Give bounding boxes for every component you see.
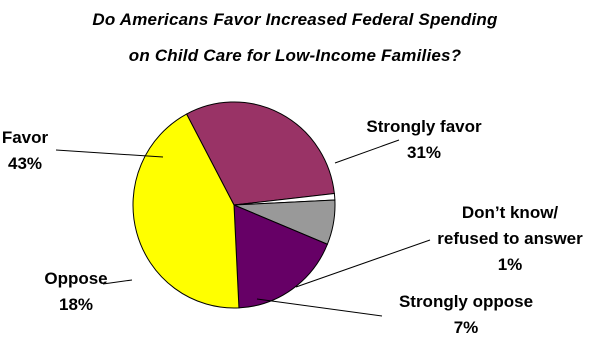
pie-slice-3 [233,204,329,309]
slice-label-3-line-0: Oppose [44,269,107,288]
slice-label-0-line-0: Strongly favor [366,117,482,136]
slice-label-0-line-1: 31% [407,143,441,162]
slice-label-2: Strongly oppose 7% [399,292,533,337]
slice-label-4: Favor 43% [2,128,49,173]
slice-label-4-line-1: 43% [8,154,42,173]
slice-label-1-line-1: refused to answer [437,229,583,248]
chart-title-line-1: Do Americans Favor Increased Federal Spe… [92,10,498,29]
slice-label-4-line-0: Favor [2,128,49,147]
leader-line-4 [55,149,164,158]
slice-label-2-line-0: Strongly oppose [399,292,533,311]
slices-layer [132,101,336,309]
leader-line-0 [334,139,400,164]
pie-slice-4 [132,113,240,309]
leader-line-2 [256,298,383,317]
slice-label-1: Don’t know/refused to answer 1% [437,203,583,274]
slice-label-3-line-1: 18% [59,295,93,314]
slice-label-0: Strongly favor 31% [366,117,482,162]
leader-lines-layer [55,139,431,317]
slice-label-1-line-2: 1% [498,255,523,274]
labels-layer: Strongly favor 31% Don’t know/refused to a… [2,117,583,337]
pie-slice-0 [185,101,335,206]
slice-label-2-line-1: 7% [454,318,479,337]
chart-title-line-2: on Child Care for Low-Income Families? [128,46,462,65]
slice-label-1-line-0: Don’t know/ [462,203,559,222]
leader-line-1 [295,239,431,288]
slice-label-3: Oppose 18% [44,269,107,314]
leader-line-3 [102,279,133,285]
